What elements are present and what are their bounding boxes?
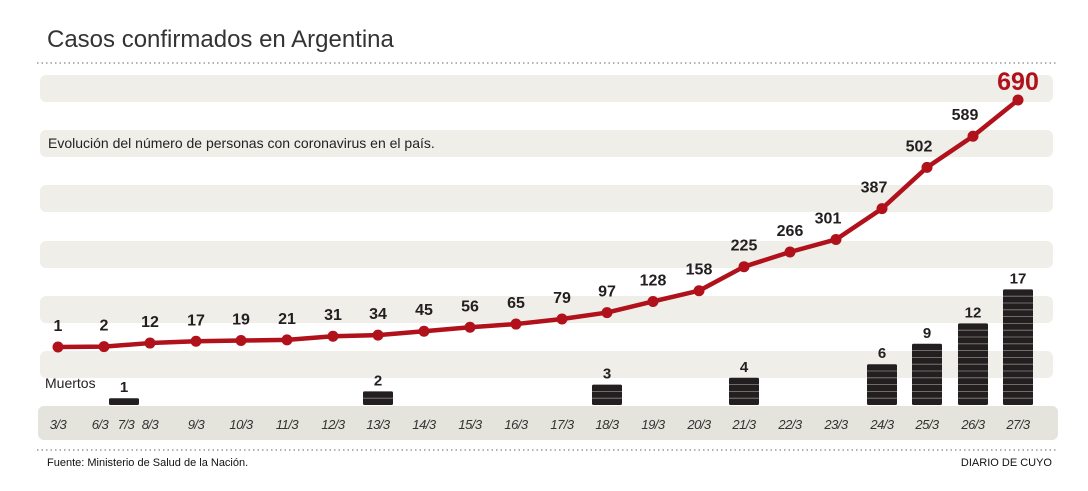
cases-value-label: 31 <box>324 307 342 324</box>
cases-point <box>693 285 705 297</box>
cases-point <box>281 334 293 346</box>
cases-value-label: 266 <box>777 223 804 240</box>
cases-value-label: 34 <box>369 306 387 323</box>
cases-value-label: 387 <box>861 180 888 197</box>
cases-series-line <box>57 98 1020 350</box>
cases-value-label: 690 <box>997 68 1039 96</box>
cases-value-label: 158 <box>686 262 713 279</box>
chart-title: Casos confirmados en Argentina <box>47 26 395 53</box>
cases-point <box>418 325 430 337</box>
x-axis-band <box>38 406 1058 440</box>
x-tick-label: 3/3 <box>50 417 68 432</box>
x-tick-label: 11/3 <box>276 417 300 432</box>
cases-point <box>556 313 568 325</box>
cases-value-label: 589 <box>952 107 979 124</box>
cases-value-label: 45 <box>415 302 433 319</box>
cases-point <box>372 329 384 341</box>
cases-point <box>738 261 750 273</box>
cases-point <box>830 233 842 245</box>
cases-point <box>601 307 613 319</box>
x-tick-label: 19/3 <box>641 417 666 432</box>
cases-value-label: 17 <box>187 312 205 329</box>
cases-value-label: 301 <box>815 210 842 227</box>
cases-point <box>647 295 659 307</box>
deaths-value-label: 12 <box>965 304 982 321</box>
x-tick-label: 20/3 <box>686 417 712 432</box>
grid-band <box>40 130 1053 157</box>
cases-value-label: 1 <box>54 318 63 335</box>
deaths-value-label: 6 <box>878 345 886 362</box>
cases-point <box>510 318 522 330</box>
cases-point <box>190 335 202 347</box>
x-tick-label: 24/3 <box>869 417 895 432</box>
cases-value-label: 225 <box>731 238 758 255</box>
cases-value-label: 65 <box>507 295 525 312</box>
chart-subtitle: Evolución del número de personas con cor… <box>48 135 435 151</box>
x-tick-label: 12/3 <box>321 417 346 432</box>
cases-point <box>784 246 796 258</box>
cases-value-label: 502 <box>906 138 933 155</box>
cases-point <box>235 335 247 347</box>
cases-point <box>1012 94 1024 106</box>
cases-line: 1 2 12 17 19 21 31 34 45 56 65 79 971281582252663013… <box>52 68 1039 353</box>
x-tick-label: 7/3 <box>118 417 136 432</box>
grid-band <box>40 241 1053 268</box>
deaths-value-label: 4 <box>740 359 749 376</box>
x-tick-label: 15/3 <box>458 417 483 432</box>
cases-point <box>144 337 156 349</box>
x-tick-label: 6/3 <box>92 417 110 432</box>
cases-point <box>52 341 64 353</box>
x-tick-label: 21/3 <box>731 417 757 432</box>
cases-value-label: 79 <box>553 290 571 307</box>
x-tick-label: 14/3 <box>412 417 437 432</box>
deaths-bar <box>592 384 622 405</box>
credit: DIARIO DE CUYO <box>961 457 1053 469</box>
deaths-value-label: 2 <box>374 372 382 389</box>
deaths-value-label: 3 <box>603 366 611 383</box>
deaths-value-label: 1 <box>120 379 128 396</box>
x-tick-label: 27/3 <box>1005 417 1031 432</box>
grid-band <box>40 75 1053 102</box>
x-tick-label: 18/3 <box>595 417 620 432</box>
x-tick-label: 16/3 <box>504 417 529 432</box>
cases-point <box>921 161 933 173</box>
deaths-bar <box>1003 289 1033 405</box>
grid-band <box>40 185 1053 212</box>
x-tick-label: 23/3 <box>823 417 849 432</box>
x-tick-label: 22/3 <box>777 417 803 432</box>
cases-point <box>327 330 339 342</box>
source-note: Fuente: Ministerio de Salud de la Nación… <box>47 457 248 469</box>
cases-point <box>98 341 110 353</box>
x-tick-label: 17/3 <box>550 417 575 432</box>
deaths-label: Muertos <box>45 375 96 391</box>
grid-band <box>40 296 1053 323</box>
grid-band <box>40 351 1053 378</box>
cases-point <box>876 203 888 215</box>
x-tick-label: 13/3 <box>366 417 391 432</box>
cases-point <box>967 130 979 142</box>
cases-value-label: 12 <box>141 314 159 331</box>
deaths-bar <box>109 398 139 405</box>
x-tick-label: 10/3 <box>229 417 254 432</box>
deaths-bar <box>912 343 942 405</box>
cases-value-label: 97 <box>598 284 616 301</box>
cases-value-label: 128 <box>640 272 667 289</box>
cases-value-label: 2 <box>100 318 109 335</box>
cases-value-label: 19 <box>232 312 250 329</box>
deaths-value-label: 17 <box>1010 270 1027 287</box>
cases-value-label: 56 <box>461 298 479 315</box>
x-tick-label: 8/3 <box>142 417 160 432</box>
x-tick-label: 25/3 <box>914 417 940 432</box>
x-axis-ticks: 3/3 6/3 7/3 8/3 9/3 10/3 11/3 12/3 13/3 14/3 15/3 1… <box>50 417 1032 432</box>
background-bands <box>40 75 1053 378</box>
x-tick-label: 9/3 <box>188 417 206 432</box>
cases-point <box>464 321 476 333</box>
x-tick-label: 26/3 <box>960 417 986 432</box>
cases-value-label: 21 <box>278 311 296 328</box>
deaths-value-label: 9 <box>923 325 931 342</box>
